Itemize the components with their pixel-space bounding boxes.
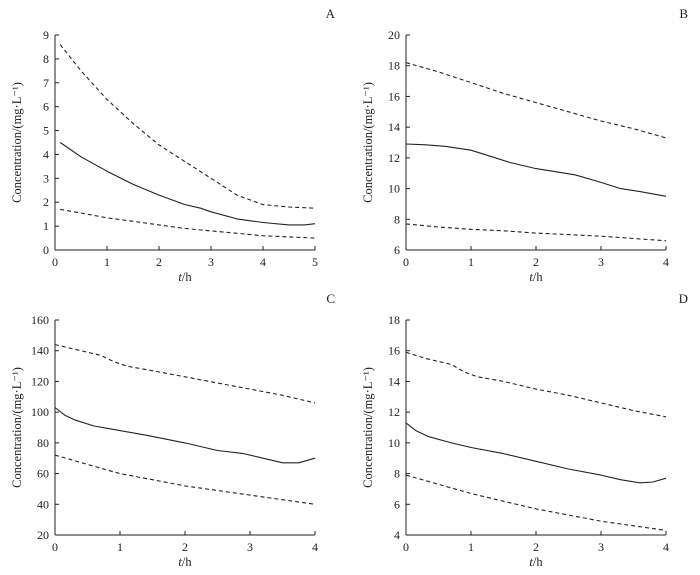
y-tick-label: 5 <box>43 124 49 138</box>
x-tick-label: 2 <box>182 540 188 554</box>
y-tick-label: 16 <box>388 344 400 358</box>
series-line-dashed-upper <box>405 62 667 139</box>
y-axis-label: Concentration/(mg·L⁻¹) <box>361 82 375 203</box>
x-tick-label: 3 <box>598 540 604 554</box>
x-axis-label-var: t <box>529 270 533 284</box>
x-axis-label-var: t <box>529 555 533 569</box>
x-tick-label: 3 <box>208 255 214 269</box>
x-tick-label: 0 <box>403 540 409 554</box>
x-tick-label: 2 <box>533 255 539 269</box>
series-line-dashed-lower <box>60 208 316 239</box>
x-axis-label: t/h <box>529 555 543 569</box>
series-line-dashed-lower <box>405 223 667 242</box>
chart-panel-a: 0 1 2 3 4 5 0 1 2 3 4 5 6 7 8 9 t/h Concentration/(mg·L⁻¹… <box>10 6 336 284</box>
series-line-dashed-upper <box>59 44 316 209</box>
series-line-solid <box>54 407 316 464</box>
x-tick-label: 2 <box>533 540 539 554</box>
x-axis-label-unit: /h <box>182 555 192 569</box>
x-tick-label: 1 <box>104 255 110 269</box>
y-tick-label: 9 <box>43 28 49 42</box>
panel-letter: A <box>326 6 336 21</box>
chart-panel-b: 0 1 2 3 468101214161820t/hConcentration/(mg·… <box>361 6 688 284</box>
x-tick-label: 1 <box>468 540 474 554</box>
series-line-dashed-upper <box>54 344 316 404</box>
x-tick-label: 1 <box>117 540 123 554</box>
y-tick-label: 2 <box>43 195 49 209</box>
y-tick-label: 60 <box>37 467 49 481</box>
y-axis-label: Concentration/(mg·L⁻¹) <box>361 367 375 488</box>
y-tick-label: 8 <box>394 212 400 226</box>
panel-letter: C <box>326 291 335 306</box>
y-tick-label: 4 <box>43 147 49 161</box>
panel-letter: D <box>679 291 688 306</box>
y-tick-label: 100 <box>31 405 49 419</box>
x-tick-label: 4 <box>260 255 266 269</box>
panel-letter: B <box>679 6 688 21</box>
x-tick-label: 1 <box>468 255 474 269</box>
x-tick-label: 3 <box>247 540 253 554</box>
x-tick-label: 0 <box>52 540 58 554</box>
y-tick-label: 14 <box>388 120 400 134</box>
y-tick-label: 6 <box>43 100 49 114</box>
x-axis-label: t/h <box>178 270 192 284</box>
series-line-dashed-lower <box>405 474 667 531</box>
y-tick-label: 10 <box>388 182 400 196</box>
x-axis-label-var: t <box>178 270 182 284</box>
x-axis-label: t/h <box>178 555 192 569</box>
y-tick-label: 6 <box>394 243 400 257</box>
x-axis-label: t/h <box>529 270 543 284</box>
x-tick-label: 4 <box>663 540 669 554</box>
x-tick-label: 0 <box>403 255 409 269</box>
y-tick-label: 20 <box>37 528 49 542</box>
y-tick-label: 18 <box>388 313 400 327</box>
x-tick-label: 3 <box>598 255 604 269</box>
x-tick-label: 2 <box>156 255 162 269</box>
y-tick-label: 40 <box>37 497 49 511</box>
y-axis-label: Concentration/(mg·L⁻¹) <box>10 82 24 203</box>
x-tick-label: 0 <box>52 255 58 269</box>
y-tick-label: 1 <box>43 219 49 233</box>
y-tick-label: 12 <box>388 151 400 165</box>
y-tick-label: 12 <box>388 405 400 419</box>
x-axis-label-unit: /h <box>533 555 543 569</box>
chart-panel-d: 0 1 2 3 44681012141618t/hConcentration/(mg·L… <box>361 291 688 569</box>
y-tick-label: 80 <box>37 436 49 450</box>
y-tick-label: 10 <box>388 436 400 450</box>
series-line-solid <box>405 422 667 484</box>
series-line-dashed-lower <box>54 454 316 505</box>
x-axis-label-unit: /h <box>182 270 192 284</box>
series-line-dashed-upper <box>405 351 667 418</box>
y-tick-label: 8 <box>43 52 49 66</box>
y-tick-label: 20 <box>388 28 400 42</box>
y-tick-label: 4 <box>394 528 400 542</box>
x-tick-label: 4 <box>663 255 669 269</box>
y-tick-label: 18 <box>388 59 400 73</box>
x-tick-label: 5 <box>312 255 318 269</box>
y-tick-label: 16 <box>388 89 400 103</box>
y-tick-label: 160 <box>31 313 49 327</box>
y-tick-label: 140 <box>31 344 49 358</box>
y-tick-label: 120 <box>31 374 49 388</box>
x-axis-label-var: t <box>178 555 182 569</box>
y-tick-label: 7 <box>43 76 49 90</box>
y-tick-label: 3 <box>43 171 49 185</box>
y-tick-label: 8 <box>394 467 400 481</box>
series-line-solid <box>405 143 667 197</box>
y-tick-label: 0 <box>43 243 49 257</box>
y-tick-label: 6 <box>394 497 400 511</box>
y-axis-label: Concentration/(mg·L⁻¹) <box>10 367 24 488</box>
x-axis-label-unit: /h <box>533 270 543 284</box>
chart-panel-c: 0 1 2 3 4 20 40 60 80 100 120 140 160 t/h Concentratio… <box>10 291 335 569</box>
x-tick-label: 4 <box>312 540 318 554</box>
y-tick-label: 14 <box>388 374 400 388</box>
series-line-solid <box>59 142 316 226</box>
